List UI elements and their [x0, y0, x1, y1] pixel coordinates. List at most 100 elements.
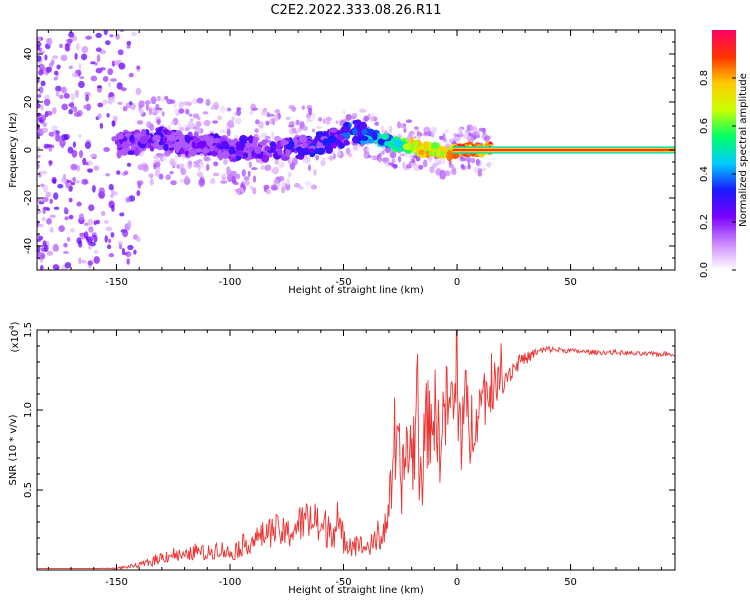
spectrogram-ridge-blob [322, 138, 331, 147]
spectrogram-ridge-blob [253, 137, 260, 142]
spectrogram-ytick-label: 40 [23, 48, 34, 61]
spectrogram-noise-blob [154, 161, 161, 168]
spectrogram-noise-blob [197, 116, 201, 121]
colorbar-ticks: 0.0 0.2 0.4 0.6 0.8 [699, 70, 736, 278]
colorbar-tick-label: 0.6 [699, 118, 710, 134]
spectrogram-noise-blob [92, 185, 96, 193]
snr-scale-base: (x10 [10, 330, 21, 353]
spectrogram-noise-blob [73, 106, 78, 113]
spectrogram-noise-blob [343, 118, 350, 122]
spectrogram-noise-blob [161, 111, 165, 117]
spectrogram-noise-blob [179, 178, 184, 183]
spectrogram-panel: -150 -100 -50 0 50 -40 -20 0 20 40 Height of stra… [8, 29, 676, 296]
spectrogram-ridge-blob [254, 146, 262, 154]
spectrogram-noise-blob [423, 131, 429, 136]
spectrogram-noise-blob [117, 241, 123, 245]
spectrogram-noise-blob [430, 126, 437, 134]
spectrogram-noise-blob [261, 109, 267, 116]
spectrogram-noise-blob [439, 135, 443, 140]
snr-line [37, 330, 675, 570]
spectrogram-noise-blob [405, 119, 413, 123]
spectrogram-ridge-blob [381, 133, 390, 141]
spectrogram-noise-blob [448, 160, 452, 166]
spectrogram-noise-blob [156, 118, 161, 125]
spectrogram-noise-blob [100, 67, 106, 71]
spectrogram-noise-blob [53, 206, 60, 210]
spectrogram-noise-blob [182, 101, 190, 106]
snr-ticks: -150 -100 -50 0 50 0.5 1.0 1.5 [23, 322, 675, 588]
spectrogram-ridge-blob [235, 145, 244, 151]
spectrogram-noise-blob [66, 236, 71, 242]
snr-xtick-label: -100 [219, 577, 242, 588]
spectrogram-ridge-blob [286, 143, 293, 150]
spectrogram-noise-blob [149, 178, 154, 186]
spectrogram-ridge-blob [277, 148, 283, 156]
spectrogram-noise-blob [289, 120, 295, 127]
snr-ytick-label: 1.5 [23, 322, 34, 338]
spectrogram-noise-blob [47, 37, 53, 46]
spectrogram-noise-blob [302, 125, 308, 131]
spectrogram-noise-blob [185, 108, 190, 115]
snr-xtick-label: 50 [564, 577, 577, 588]
spectrogram-noise-blob [411, 134, 416, 139]
spectrogram-noise-blob [102, 76, 109, 82]
spectrogram-noise-blob [46, 272, 50, 278]
spectrogram-xtick-label: -100 [219, 277, 242, 288]
spectrogram-noise-blob [81, 53, 88, 61]
spectrogram-noise-blob [114, 60, 119, 65]
spectrogram-noise-blob [135, 87, 142, 96]
spectrogram-noise-blob [137, 164, 144, 171]
spectrogram-noise-blob [96, 219, 100, 225]
spectrogram-noise-blob [170, 99, 176, 104]
spectrogram-noise-blob [311, 185, 316, 190]
spectrogram-noise-blob [193, 164, 201, 168]
spectrogram-noise-blob [150, 96, 157, 105]
spectrogram-noise-blob [374, 121, 380, 127]
spectrogram-ridge-blob [316, 147, 326, 155]
spectrogram-ridge-blob [285, 148, 291, 157]
spectrogram-noise-blob [107, 82, 112, 88]
spectrogram-noise-blob [226, 107, 232, 112]
spectrogram-noise-blob [90, 61, 96, 65]
spectrogram-ridge-blob [167, 134, 176, 142]
spectrogram-noise-blob [192, 113, 200, 119]
spectrogram-ridge-blob [202, 134, 210, 142]
spectrogram-noise-blob [470, 157, 476, 164]
spectrogram-noise-blob [97, 102, 104, 108]
spectrogram-noise-blob [102, 99, 108, 105]
spectrogram-noise-blob [37, 94, 42, 98]
spectrogram-noise-blob [75, 89, 79, 98]
spectrogram-noise-blob [116, 82, 123, 90]
spectrogram-noise-blob [88, 245, 92, 250]
spectrogram-noise-blob [38, 86, 44, 94]
spectrogram-ridge-blob [149, 145, 155, 152]
spectrogram-noise-blob [180, 167, 184, 174]
spectrogram-noise-blob [37, 114, 41, 118]
spectrogram-noise-blob [85, 162, 89, 166]
spectrogram-noise-blob [251, 107, 259, 111]
spectrogram-noise-blob [41, 196, 49, 202]
spectrogram-noise-blob [149, 123, 154, 132]
spectrogram-noise-blob [142, 164, 149, 172]
spectrogram-noise-blob [85, 103, 91, 111]
snr-xtick-label: 0 [454, 577, 460, 588]
spectrogram-noise-blob [337, 149, 342, 157]
spectrogram-noise-blob [301, 105, 305, 110]
spectrogram-noise-blob [265, 189, 272, 195]
spectrogram-noise-blob [471, 125, 478, 133]
spectrogram-noise-blob [315, 125, 322, 129]
spectrogram-noise-blob [307, 164, 312, 171]
spectrogram-noise-blob [40, 104, 44, 111]
spectrogram-noise-blob [156, 109, 162, 114]
spectrogram-noise-blob [148, 173, 154, 179]
spectrogram-noise-blob [51, 125, 58, 131]
spectrogram-noise-blob [220, 105, 226, 114]
spectrogram-noise-blob [388, 162, 394, 166]
spectrogram-noise-blob [38, 69, 44, 76]
spectrogram-noise-blob [87, 218, 94, 226]
spectrogram-noise-blob [51, 177, 57, 184]
spectrogram-noise-blob [68, 65, 73, 70]
spectrogram-noise-blob [148, 107, 152, 116]
spectrogram-noise-blob [271, 131, 275, 139]
spectrogram-ridge-blob [166, 140, 173, 146]
